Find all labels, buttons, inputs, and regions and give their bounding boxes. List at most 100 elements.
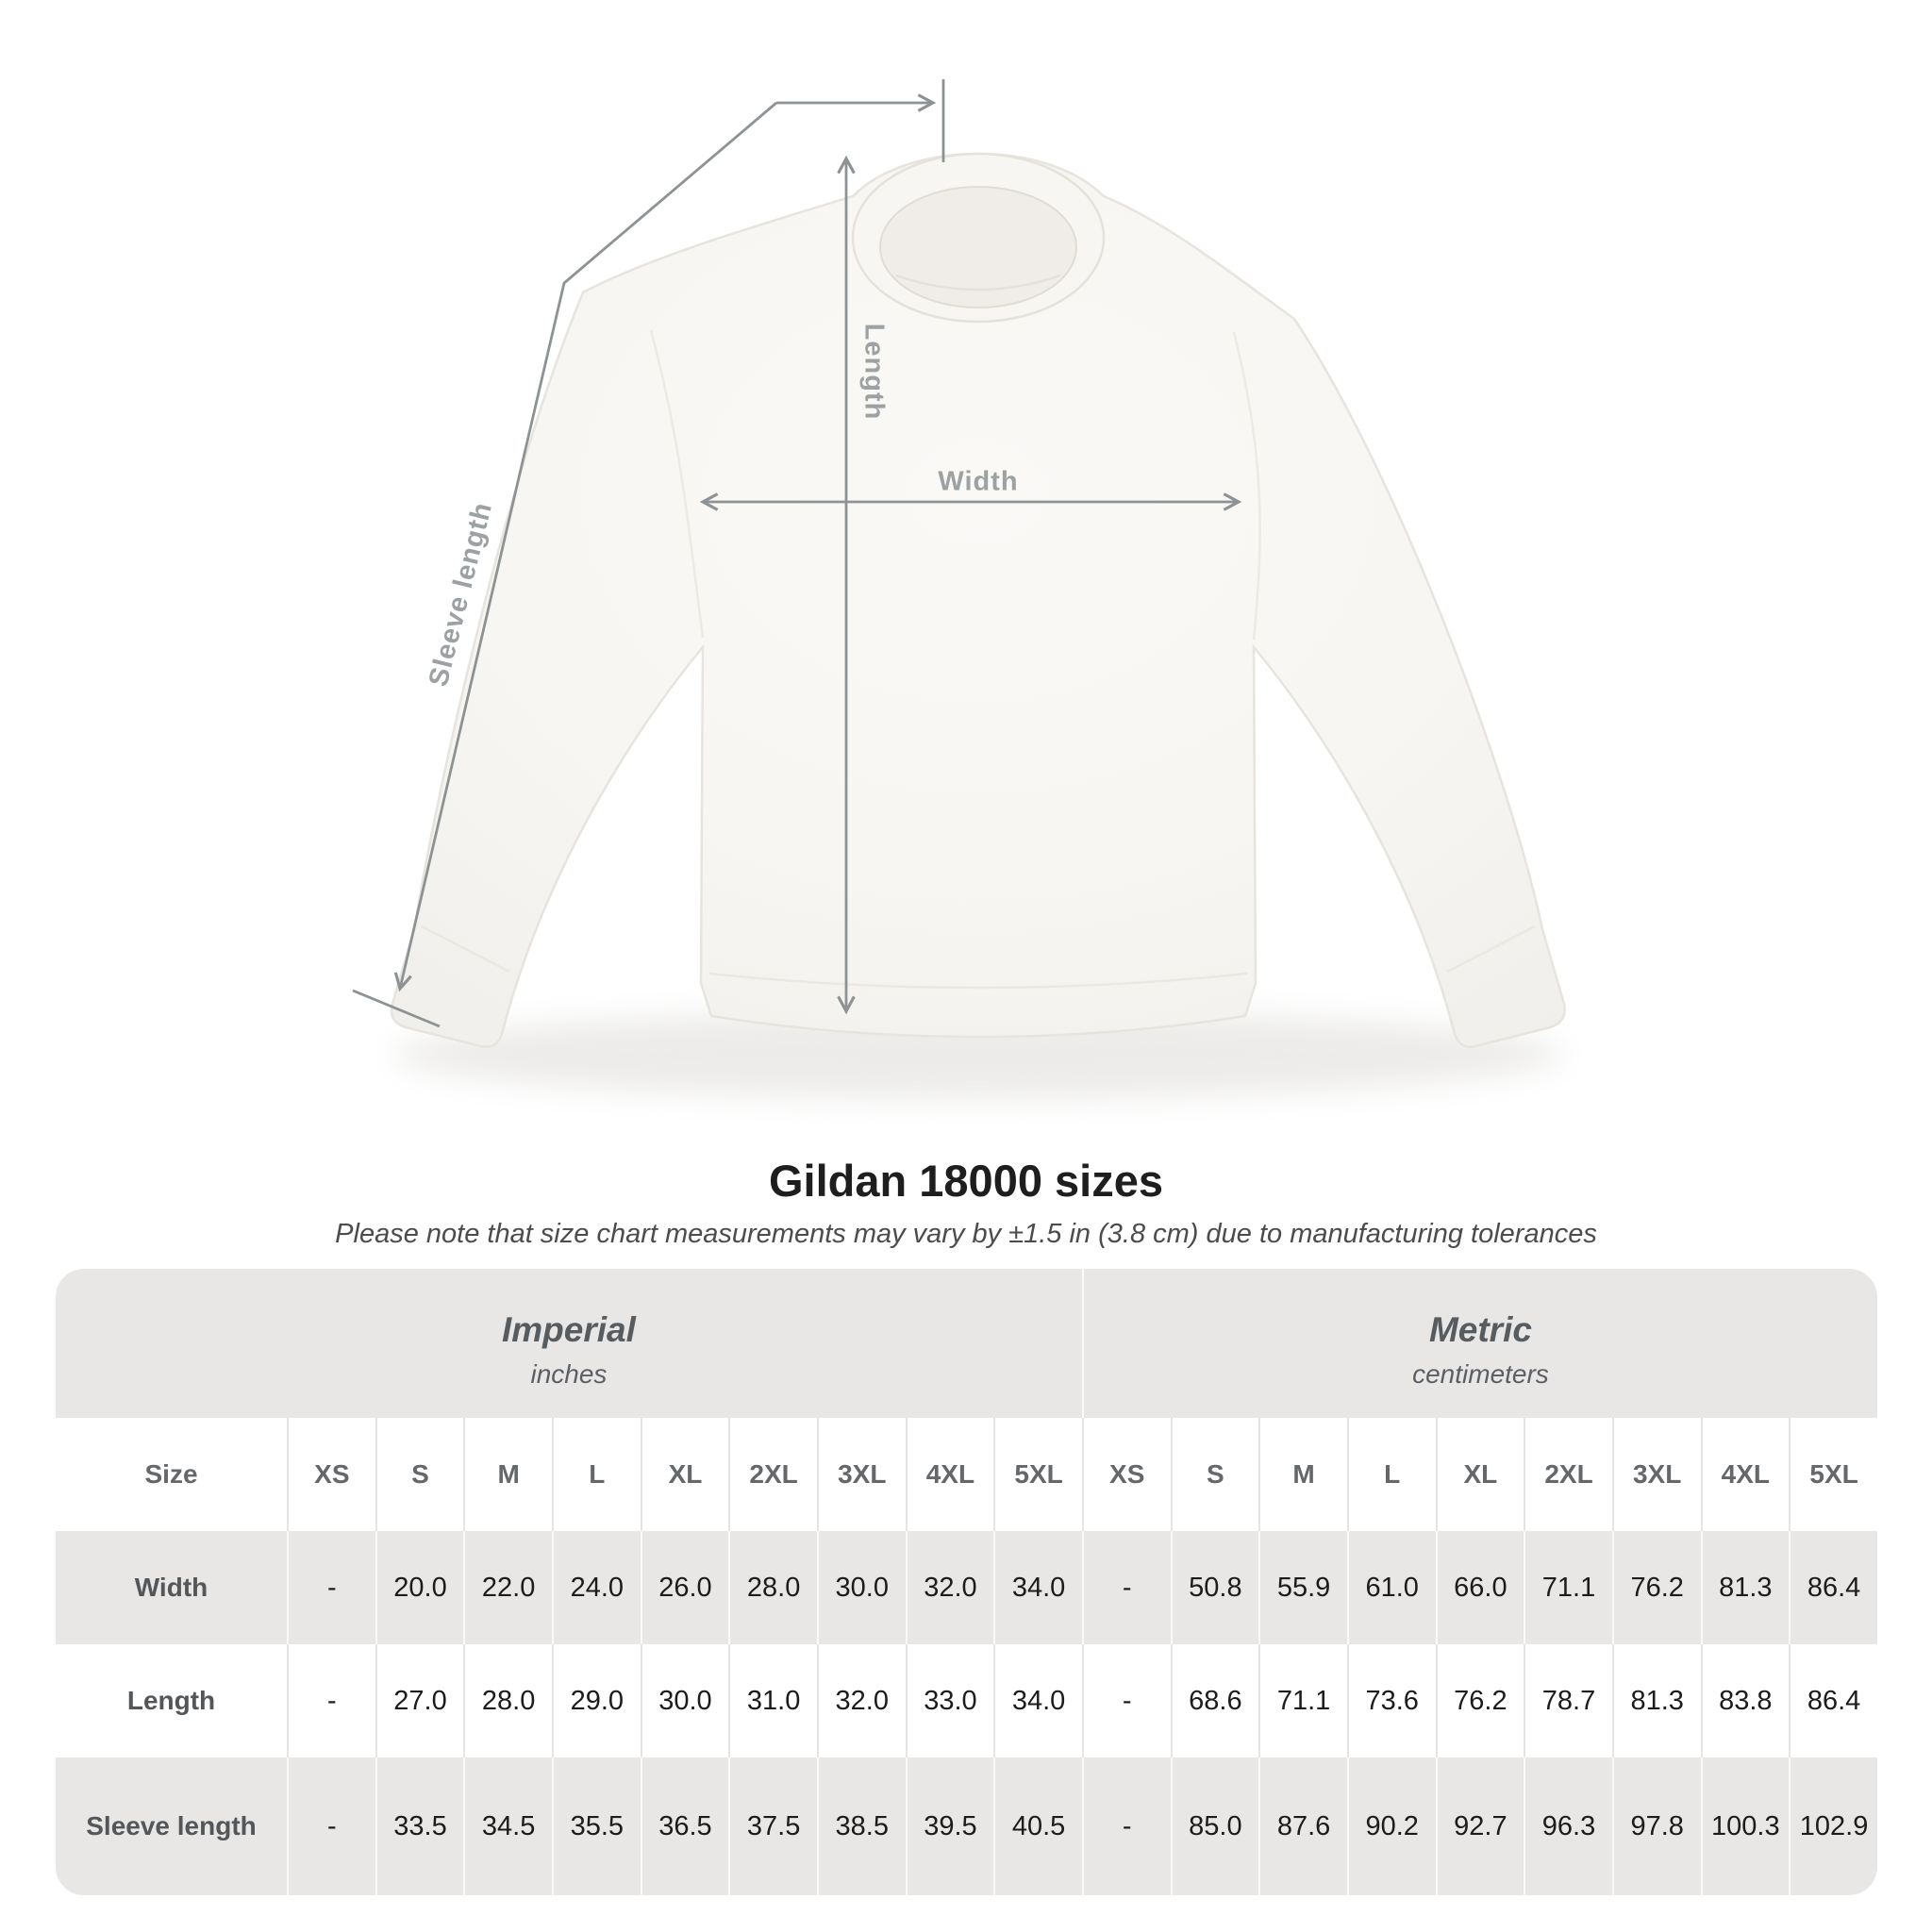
size-column-header: 5XL [1789,1418,1877,1531]
table-cell: 37.5 [728,1757,817,1895]
table-row-sleeve-length: Sleeve length -33.5 34.5 35.5 36.5 37.5 38.5 39… [56,1757,1877,1895]
table-cell: 27.0 [375,1644,464,1757]
imperial-header: Imperial inches [56,1269,1082,1418]
size-column-header: XL [640,1418,729,1531]
size-column-header: 3XL [1611,1418,1701,1531]
row-label: Width [56,1531,287,1644]
armhole-seam-left [649,329,705,639]
table-row-width: Width -20.0 22.0 24.0 26.0 28.0 30.0 32.0 34.0-5… [56,1531,1877,1644]
size-column-header: S [375,1418,464,1531]
table-cell: 50.8 [1170,1531,1259,1644]
table-row-length: Length -27.0 28.0 29.0 30.0 31.0 32.0 33.0 34.0-… [56,1644,1877,1757]
table-cell: 81.3 [1611,1644,1701,1757]
row-label: Length [56,1644,287,1757]
table-cell: 61.0 [1346,1531,1436,1644]
size-column-header: L [1346,1418,1436,1531]
table-cell: 34.0 [993,1644,1082,1757]
page-title: Gildan 18000 sizes [768,1156,1164,1206]
unit-header-row: Imperial inches Metric centimeters [56,1269,1877,1418]
sleeve-length-line [393,101,777,992]
table-cell: 34.0 [993,1531,1082,1644]
size-column-header: L [551,1418,641,1531]
size-column-header: 3XL [816,1418,906,1531]
collar-inner [879,186,1077,308]
table-cell: 36.5 [640,1757,729,1895]
table-cell: 73.6 [1346,1644,1436,1757]
sweatshirt-body [390,152,1566,1048]
size-column-header: 2XL [1524,1418,1612,1531]
table-cell: 30.0 [816,1531,906,1644]
table-cell: 96.3 [1524,1757,1612,1895]
sleeve-end-tick [352,989,441,1028]
size-table: Imperial inches Metric centimeters Size … [56,1269,1877,1895]
table-cell: 100.3 [1700,1757,1790,1895]
size-column-header: 4XL [905,1418,994,1531]
table-cell: 68.6 [1170,1644,1259,1757]
table-cell: 87.6 [1258,1757,1347,1895]
table-cell: 86.4 [1789,1531,1877,1644]
table-cell: - [287,1757,375,1895]
table-cell: 55.9 [1258,1531,1347,1644]
row-label: Sleeve length [56,1757,287,1895]
table-cell: 92.7 [1435,1757,1524,1895]
table-cell: 35.5 [551,1757,641,1895]
size-column-header: XS [287,1418,375,1531]
size-column-header: M [1258,1418,1347,1531]
garment-shadow [393,1011,1563,1098]
table-cell: 38.5 [816,1757,906,1895]
metric-header: Metric centimeters [1081,1269,1877,1418]
table-cell: 85.0 [1170,1757,1259,1895]
imperial-title: Imperial [502,1309,636,1349]
length-dimension-label: Length [858,323,890,421]
table-cell: 81.3 [1700,1531,1790,1644]
table-cell: 78.7 [1524,1644,1612,1757]
size-column-header: 2XL [728,1418,817,1531]
collar-backneck-seam [895,274,1061,291]
table-cell: - [287,1531,375,1644]
sweatshirt-image [352,79,1566,1098]
size-column-header: 5XL [993,1418,1082,1531]
size-header-row: Size XS S M L XL 2XL 3XL 4XL 5XL XS S M L XL 2XL 3XL 4XL… [56,1418,1877,1531]
table-cell: 71.1 [1524,1531,1612,1644]
armhole-seam-right [1232,331,1261,641]
table-cell: - [1081,1531,1171,1644]
table-cell: 28.0 [463,1644,552,1757]
table-cell: 71.1 [1258,1644,1347,1757]
table-cell: - [287,1644,375,1757]
table-cell: 29.0 [551,1644,641,1757]
table-cell: 31.0 [728,1644,817,1757]
table-cell: 24.0 [551,1531,641,1644]
size-header-label: Size [56,1418,287,1531]
table-cell: 76.2 [1611,1531,1701,1644]
table-cell: 40.5 [993,1757,1082,1895]
table-cell: 33.5 [375,1757,464,1895]
size-table-container: Imperial inches Metric centimeters Size … [56,1269,1877,1895]
width-dimension-label: Width [938,466,1019,497]
size-column-header: XL [1435,1418,1524,1531]
metric-unit: centimeters [1412,1359,1549,1390]
table-cell: 33.0 [905,1644,994,1757]
table-cell: 83.8 [1700,1644,1790,1757]
cuff-seam-right [1446,924,1536,974]
table-cell: 32.0 [816,1644,906,1757]
table-cell: - [1081,1644,1171,1757]
table-cell: 32.0 [905,1531,994,1644]
size-column-header: XS [1081,1418,1171,1531]
table-cell: - [1081,1757,1171,1895]
table-cell: 26.0 [640,1531,729,1644]
tolerance-note: Please note that size chart measurements… [335,1219,1597,1249]
size-column-header: 4XL [1700,1418,1790,1531]
waistband-seam [708,972,1248,990]
table-cell: 102.9 [1789,1757,1877,1895]
size-column-header: S [1170,1418,1259,1531]
table-cell: 20.0 [375,1531,464,1644]
table-cell: 30.0 [640,1644,729,1757]
metric-title: Metric [1428,1309,1532,1349]
table-cell: 22.0 [463,1531,552,1644]
cuff-seam-left [421,924,510,974]
table-cell: 76.2 [1435,1644,1524,1757]
table-cell: 90.2 [1346,1757,1436,1895]
table-cell: 66.0 [1435,1531,1524,1644]
table-cell: 34.5 [463,1757,552,1895]
